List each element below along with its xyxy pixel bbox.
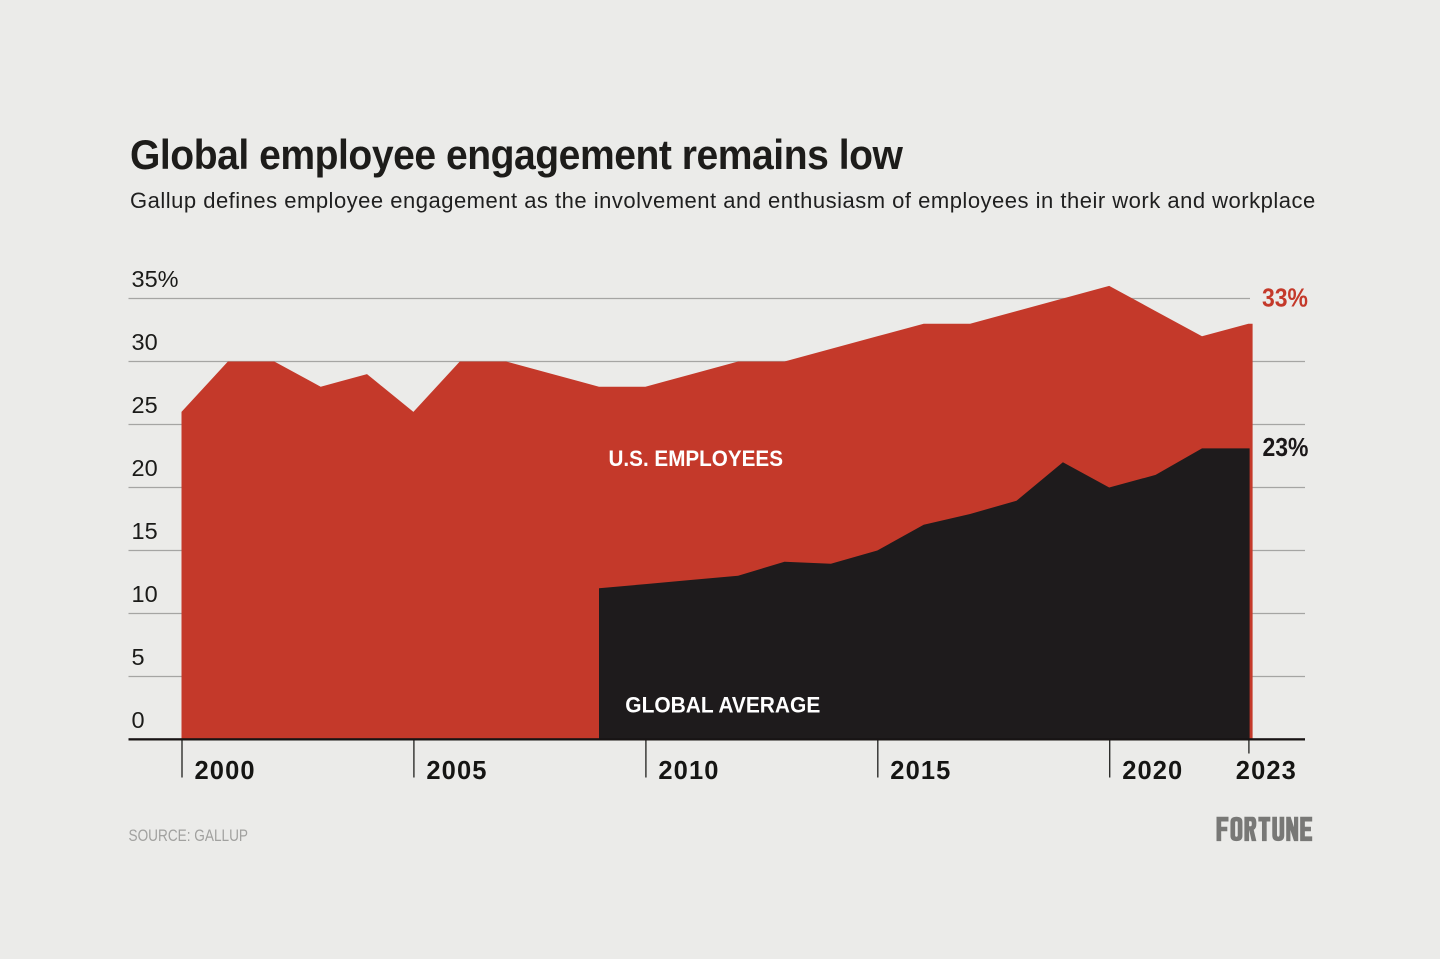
svg-text:2023: 2023 xyxy=(1236,757,1297,785)
svg-text:2015: 2015 xyxy=(890,757,951,785)
svg-text:33%: 33% xyxy=(1262,285,1308,313)
svg-text:2005: 2005 xyxy=(426,757,487,785)
svg-text:U.S. EMPLOYEES: U.S. EMPLOYEES xyxy=(609,446,784,471)
svg-text:5: 5 xyxy=(132,644,145,670)
svg-text:23%: 23% xyxy=(1263,434,1309,462)
svg-text:35%: 35% xyxy=(132,266,179,292)
svg-text:15: 15 xyxy=(132,518,158,544)
svg-text:2000: 2000 xyxy=(195,757,256,785)
svg-text:25: 25 xyxy=(132,392,158,418)
svg-text:2010: 2010 xyxy=(658,757,719,785)
svg-text:2020: 2020 xyxy=(1122,757,1183,785)
svg-text:SOURCE: GALLUP: SOURCE: GALLUP xyxy=(129,827,249,845)
svg-text:GLOBAL AVERAGE: GLOBAL AVERAGE xyxy=(625,693,820,718)
svg-text:30: 30 xyxy=(132,329,158,355)
svg-text:10: 10 xyxy=(132,581,158,607)
svg-text:0: 0 xyxy=(132,707,145,733)
svg-text:20: 20 xyxy=(132,455,158,481)
